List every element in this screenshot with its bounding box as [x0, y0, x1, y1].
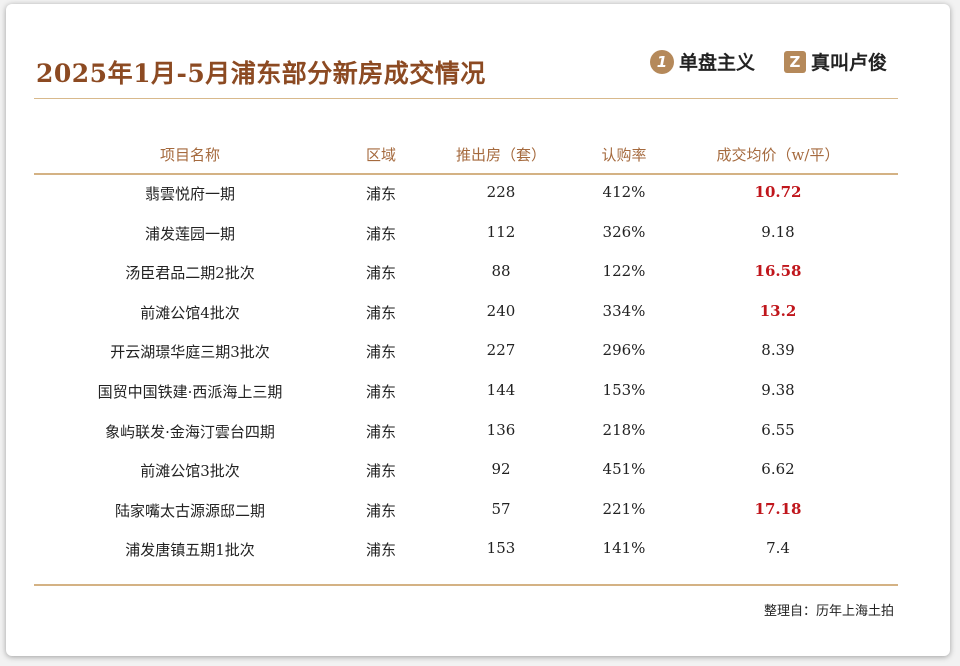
table-cell: 326%: [602, 222, 646, 241]
table-cell: 象屿联发·金海汀雲台四期: [105, 422, 275, 441]
divider: [34, 584, 898, 586]
table-cell: 218%: [602, 420, 646, 439]
table-cell: 浦东: [365, 303, 397, 322]
table-cell: 浦东: [365, 264, 397, 283]
logo-mark: 1: [650, 49, 674, 74]
logo: 1 单盘主义: [650, 48, 755, 75]
table-cell: 296%: [602, 341, 646, 360]
table-cell: 陆家嘴太古源源邸二期: [114, 501, 266, 520]
table-cell: 9.18: [761, 222, 795, 241]
table-cell: 开云湖璟华庭三期3批次: [110, 343, 270, 362]
table-cell: 240: [486, 301, 516, 320]
table-cell: 112: [486, 222, 516, 241]
table-cell: 221%: [602, 499, 646, 518]
column-header: 认购率: [601, 146, 647, 164]
table-cell: 88: [491, 262, 511, 281]
table-cell: 浦东: [365, 541, 397, 560]
table-cell: 浦东: [365, 343, 397, 362]
column-header: 项目名称: [159, 146, 221, 164]
logo-text: 单盘主义: [679, 52, 756, 74]
table-cell: 浦发莲园一期: [144, 224, 236, 243]
divider: [34, 98, 898, 99]
table-cell: 92: [491, 460, 511, 479]
table-cell: 141%: [602, 539, 646, 558]
table-cell: 17.18: [754, 499, 802, 518]
table-cell: 浦东: [365, 383, 397, 401]
source-note: 整理自：历年上海土拍: [763, 604, 894, 619]
table-cell: 国贸中国铁建·西派海上三期: [97, 383, 283, 401]
table-cell: 10.72: [754, 183, 802, 201]
column-header: 区域: [365, 146, 397, 164]
table-cell: 浦东: [365, 422, 397, 441]
table-cell: 9.38: [761, 381, 795, 399]
table-cell: 汤臣君品二期2批次: [125, 264, 255, 283]
table-cell: 16.58: [754, 262, 802, 281]
table-cell: 浦东: [365, 501, 397, 520]
divider: [34, 173, 898, 175]
table-cell: 227: [486, 341, 516, 360]
table-cell: 浦东: [365, 462, 397, 481]
table-cell: 153%: [602, 381, 646, 399]
logo-text: 真叫卢俊: [811, 52, 888, 74]
table-cell: 8.39: [761, 341, 795, 360]
column-header: 推出房（套）: [455, 146, 547, 164]
logo: Z 真叫卢俊: [784, 48, 887, 75]
column-header: 成交均价（w/平）: [716, 146, 840, 164]
table-cell: 6.55: [761, 420, 795, 439]
table-cell: 浦东: [365, 185, 397, 203]
table-cell: 153: [486, 539, 516, 558]
table-cell: 7.4: [766, 539, 790, 558]
table-cell: 451%: [602, 460, 646, 479]
table-cell: 6.62: [761, 460, 795, 479]
table-cell: 翡雲悦府一期: [144, 185, 236, 203]
table-cell: 浦东: [365, 224, 397, 243]
table-cell: 122%: [602, 262, 646, 281]
title: 2025年1月-5月浦东部分新房成交情况: [36, 59, 486, 88]
card: 2025年1月-5月浦东部分新房成交情况 1 单盘主义 Z 真叫卢俊 整理自：历年上…: [6, 4, 950, 656]
logo-mark: Z: [784, 50, 806, 73]
table-cell: 前滩公馆3批次: [140, 462, 240, 481]
table-cell: 13.2: [759, 301, 797, 320]
table-cell: 前滩公馆4批次: [140, 303, 240, 322]
table-cell: 334%: [602, 301, 646, 320]
table-cell: 228: [486, 183, 516, 201]
table-cell: 412%: [602, 183, 646, 201]
table-cell: 136: [486, 420, 516, 439]
table-cell: 144: [486, 381, 516, 399]
table-cell: 57: [491, 499, 511, 518]
table-cell: 浦发唐镇五期1批次: [125, 541, 255, 560]
